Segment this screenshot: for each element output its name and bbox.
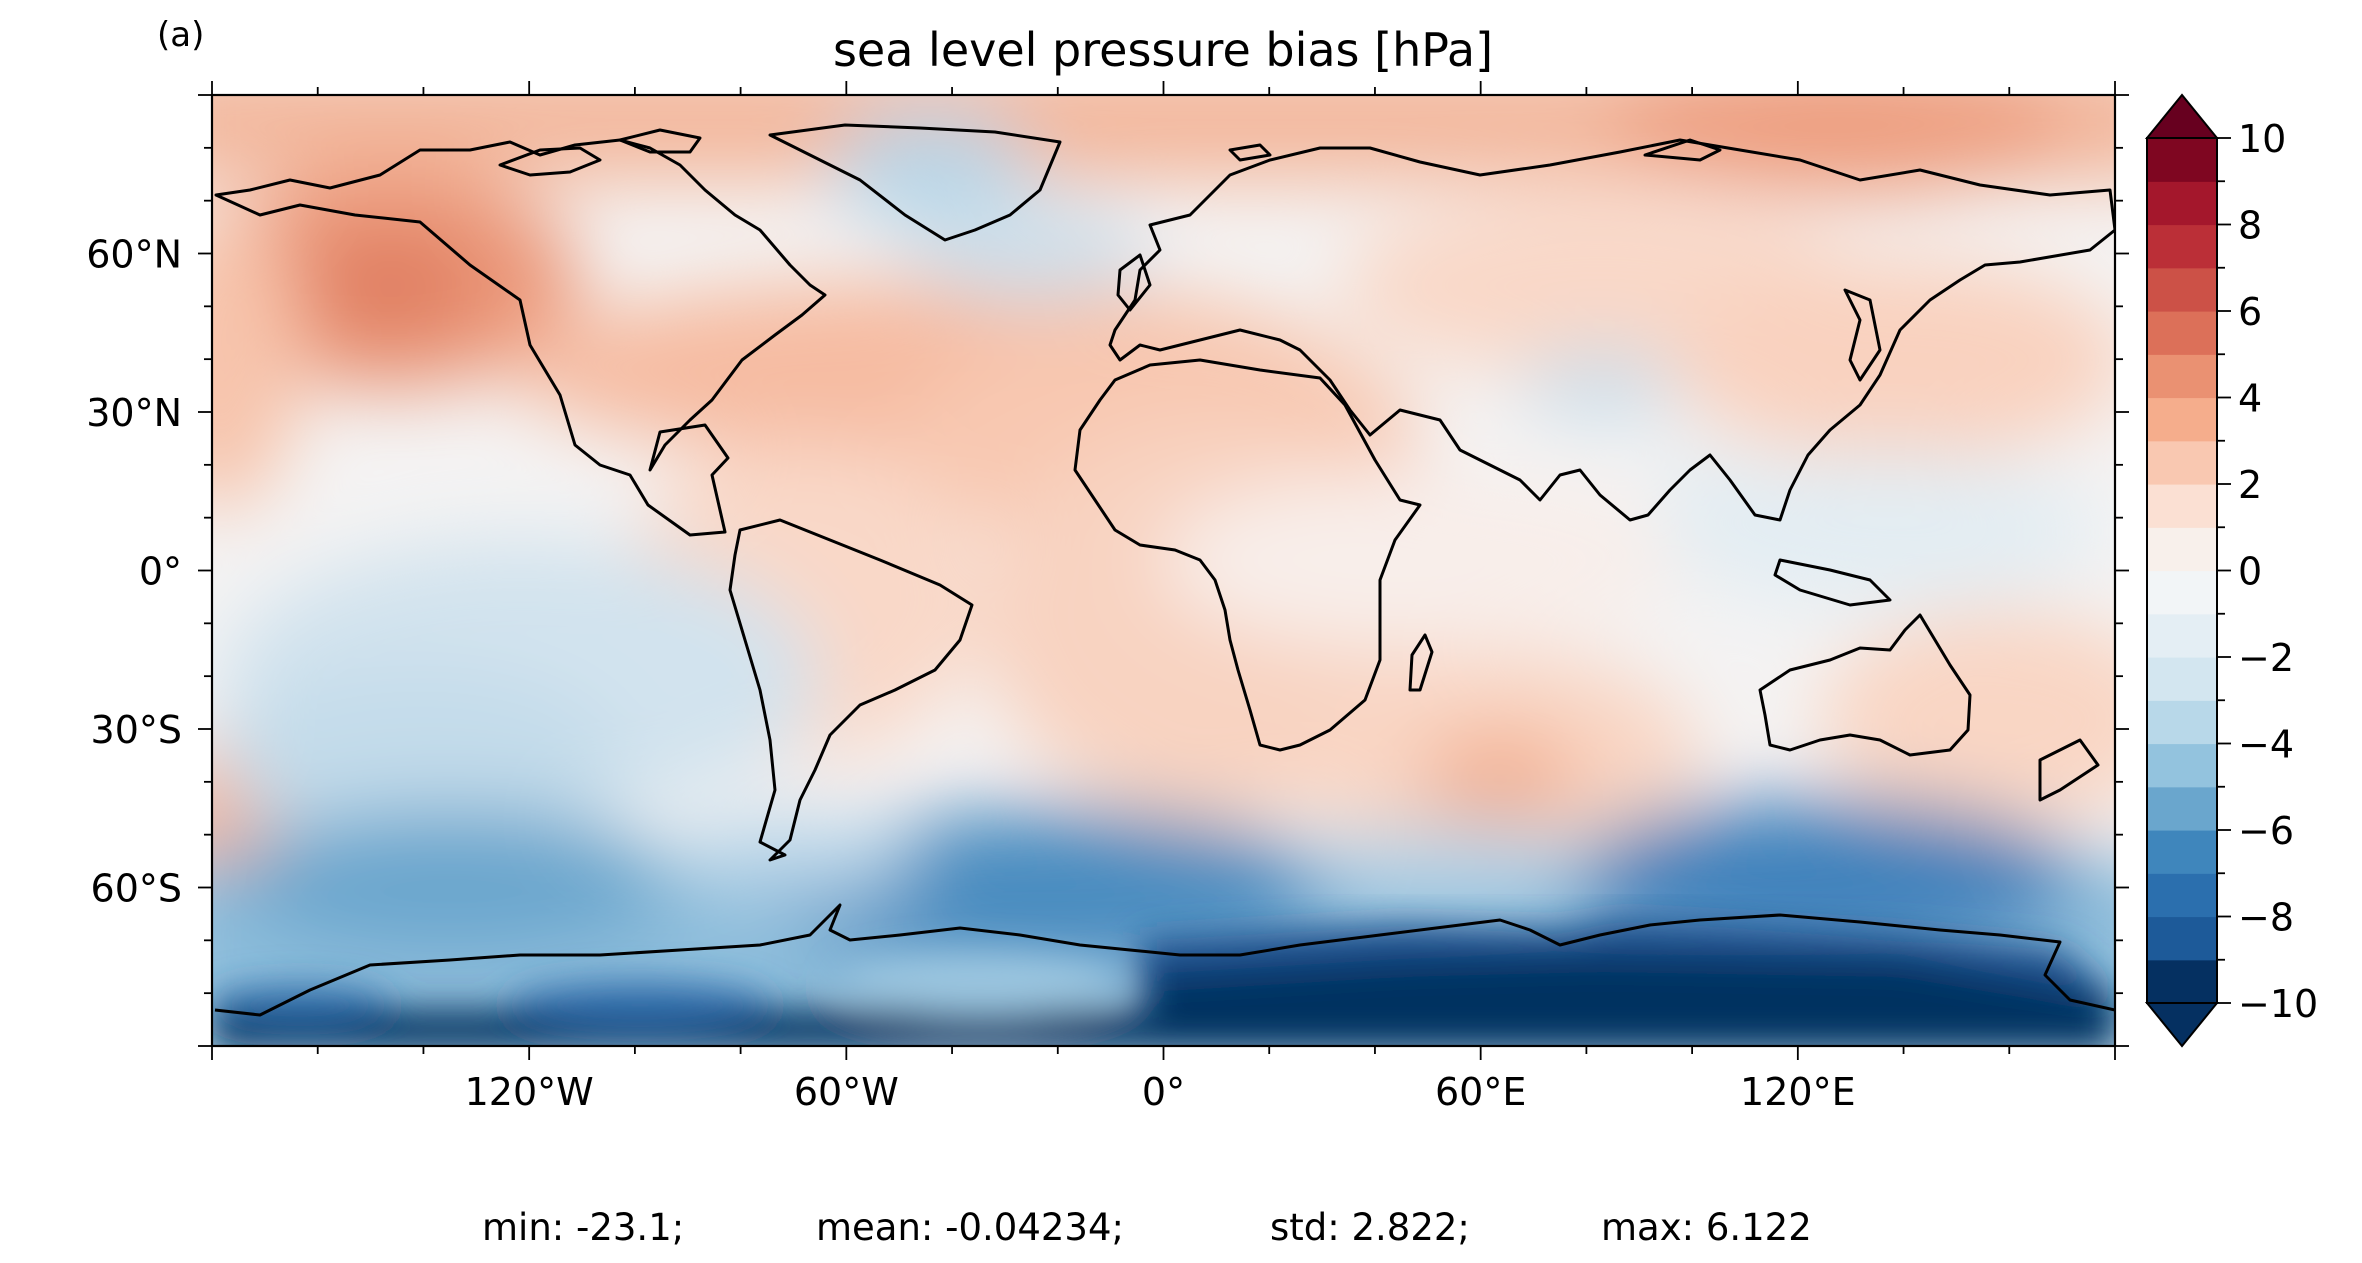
colorbar-segment: [2147, 570, 2217, 615]
colorbar-segment: [2147, 786, 2217, 831]
colorbar-segment: [2147, 440, 2217, 485]
colorbar-tick-label: −8: [2238, 896, 2294, 940]
south-america-coastline: [728, 518, 974, 862]
colorbar-segment: [2147, 700, 2217, 745]
colorbar-ticks: [2217, 137, 2231, 1004]
australia-coastline: [1758, 613, 1972, 757]
north-america-coastline: [214, 138, 827, 537]
y-tick-label: 0°: [139, 550, 182, 594]
colorbar-tick-label: 10: [2238, 117, 2286, 161]
x-tick-label: 120°E: [1740, 1070, 1856, 1114]
panel-label: (a): [157, 15, 204, 55]
colorbar-segment: [2147, 354, 2217, 399]
statistics: min: -23.1; mean: -0.04234; std: 2.822; …: [482, 1206, 1812, 1249]
colorbar-tick-label: 4: [2238, 377, 2262, 421]
colorbar-segment: [2147, 873, 2217, 918]
greenland-coastline: [768, 123, 1062, 242]
arctic-islands-coastline: [498, 128, 1722, 177]
colorbar-segment: [2147, 224, 2217, 269]
bias-field: [212, 95, 2115, 1046]
antarctica-coastline: [214, 903, 2115, 1017]
colorbar-segment: [2147, 959, 2217, 1004]
colorbar-tick-label: 2: [2238, 463, 2262, 507]
eurasia-coastline: [1108, 138, 2115, 522]
y-tick-label: 30°S: [91, 708, 182, 752]
stat-std: std: 2.822;: [1270, 1206, 1470, 1249]
colorbar-tick-label: −6: [2238, 809, 2294, 853]
colorbar-segment: [2147, 613, 2217, 658]
uk-japan-indonesia-coastlines: [1116, 253, 2100, 802]
colorbar-tick-label: −2: [2238, 636, 2294, 680]
colorbar-tick-label: −10: [2238, 982, 2318, 1026]
coastlines: [214, 123, 2115, 1017]
colorbar-segment: [2147, 830, 2217, 874]
y-tick-labels: 60°N 30°N 0° 30°S 60°S: [86, 233, 182, 911]
colorbar-tick-label: −4: [2238, 723, 2294, 767]
y-tick-label: 30°N: [86, 391, 182, 435]
map-axes: 120°W 60°W 0° 60°E 120°E 60°N 30°N 0° 30°S 60°S: [86, 81, 2129, 1114]
colorbar-segment: [2147, 484, 2217, 528]
x-tick-label: 120°W: [465, 1070, 594, 1114]
colorbar-segment: [2147, 138, 2217, 182]
colorbar-segment: [2147, 657, 2217, 701]
stat-mean: mean: -0.04234;: [816, 1206, 1124, 1249]
colorbar-tick-labels: 10 8 6 4 2 0 −2 −4 −6 −8 −10: [2238, 117, 2318, 1026]
x-tick-label: 60°E: [1435, 1070, 1526, 1114]
y-tick-label: 60°N: [86, 233, 182, 277]
colorbar-tick-label: 8: [2238, 204, 2262, 248]
colorbar-under-extension: [2144, 1002, 2220, 1048]
colorbar-segment: [2147, 397, 2217, 442]
stat-max: max: 6.122: [1601, 1206, 1812, 1249]
x-tick-label: 60°W: [794, 1070, 899, 1114]
colorbar-segment: [2147, 916, 2217, 961]
colorbar-tick-label: 6: [2238, 290, 2262, 334]
y-tick-label: 60°S: [91, 867, 182, 911]
colorbar-tick-label: 0: [2238, 550, 2262, 594]
africa-coastline: [1073, 358, 1422, 752]
colorbar-segment: [2147, 267, 2217, 312]
colorbar-segments: [2147, 138, 2217, 1004]
colorbar-segment: [2147, 311, 2217, 355]
colorbar-segment: [2147, 527, 2217, 572]
colorbar-segment: [2147, 743, 2217, 788]
colorbar: 10 8 6 4 2 0 −2 −4 −6 −8 −10: [2144, 93, 2318, 1048]
stat-min: min: -23.1;: [482, 1206, 684, 1249]
madagascar-coastline: [1408, 633, 1434, 692]
x-tick-labels: 120°W 60°W 0° 60°E 120°E: [465, 1070, 1856, 1114]
colorbar-segment: [2147, 181, 2217, 226]
colorbar-over-extension: [2144, 93, 2220, 139]
axis-ticks: [198, 81, 2129, 1060]
x-tick-label: 0°: [1142, 1070, 1185, 1114]
map-title: sea level pressure bias [hPa]: [833, 23, 1493, 77]
